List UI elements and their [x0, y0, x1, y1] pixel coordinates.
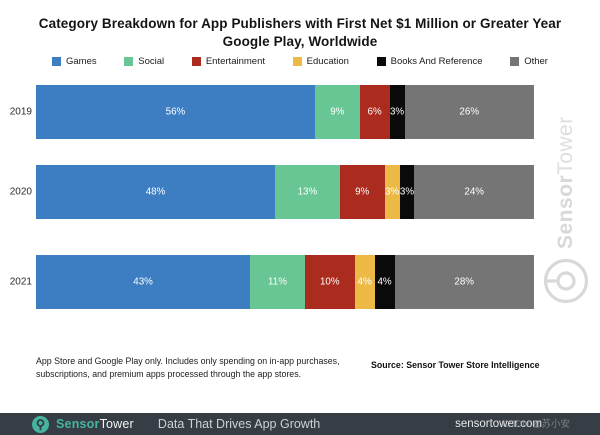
legend-swatch	[52, 57, 61, 66]
legend-swatch	[292, 57, 302, 66]
segment-entertainment: 6%	[359, 85, 390, 139]
csdn-watermark: CSDN @苏小安	[502, 419, 570, 430]
segment-value-label: 28%	[454, 276, 475, 288]
stacked-bar: 56% 9% 6% 3% 26%	[36, 85, 534, 139]
legend-swatch	[510, 57, 520, 66]
chart-title: Category Breakdown for App Publishers wi…	[0, 15, 600, 50]
segment-games: 48%	[36, 165, 276, 219]
segment-books-and-reference: 3%	[399, 165, 415, 219]
segment-value-label: 56%	[165, 106, 186, 118]
segment-value-label: 4%	[377, 276, 392, 288]
segment-value-label: 3%	[389, 106, 405, 118]
legend-label: Entertainment	[205, 56, 265, 67]
segment-entertainment: 10%	[304, 255, 355, 309]
footer-brand: SensorTower	[56, 417, 134, 431]
segment-value-label: 10%	[319, 276, 340, 288]
bar-row-2019: 2019 56% 9% 6% 3% 26%	[0, 85, 600, 139]
chart-title-line2: Google Play, Worldwide	[222, 33, 378, 49]
segment-value-label: 24%	[464, 186, 485, 198]
stacked-bar: 43% 11% 10% 4% 4% 28%	[36, 255, 534, 309]
segment-value-label: 48%	[145, 186, 166, 198]
category-label: 2020	[9, 186, 32, 198]
legend-label: Other	[524, 56, 548, 67]
legend-swatch	[124, 57, 134, 66]
footnote-text: App Store and Google Play only. Includes…	[36, 356, 340, 380]
segment-value-label: 11%	[268, 276, 287, 288]
legend-item-education: Education	[292, 56, 349, 67]
legend-swatch	[376, 57, 386, 66]
chart-legend: Games Social Entertainment Education Books A…	[52, 56, 548, 67]
segment-games: 43%	[36, 255, 251, 309]
legend-item-games: Games	[52, 56, 97, 67]
segment-other: 28%	[394, 255, 534, 309]
legend-label: Books And Reference	[390, 56, 483, 67]
bar-row-2021: 2021 43% 11% 10% 4% 4% 28%	[0, 255, 600, 309]
segment-entertainment: 9%	[339, 165, 385, 219]
legend-label: Education	[306, 56, 349, 67]
segment-other: 24%	[414, 165, 534, 219]
segment-social: 9%	[314, 85, 360, 139]
legend-label: Social	[138, 56, 165, 67]
segment-social: 11%	[250, 255, 305, 309]
segment-value-label: 9%	[355, 186, 370, 198]
source-text: Source: Sensor Tower Store Intelligence	[371, 360, 540, 370]
footer-brand-tower: Tower	[99, 417, 134, 431]
sensortower-logo-icon	[32, 415, 49, 433]
segment-value-label: 3%	[399, 186, 415, 198]
segment-value-label: 13%	[297, 186, 318, 198]
footer-bar: SensorTower Data That Drives App Growth …	[0, 413, 600, 435]
segment-books-and-reference: 3%	[389, 85, 405, 139]
segment-value-label: 26%	[459, 106, 480, 118]
legend-swatch	[191, 57, 201, 66]
legend-item-other: Other	[510, 56, 548, 67]
category-label: 2021	[9, 276, 32, 288]
segment-books-and-reference: 4%	[374, 255, 395, 309]
segment-value-label: 9%	[330, 106, 345, 118]
segment-education: 3%	[384, 165, 400, 219]
segment-value-label: 3%	[384, 186, 400, 198]
segment-other: 26%	[404, 85, 534, 139]
bar-row-2020: 2020 48% 13% 9% 3% 3% 24%	[0, 165, 600, 219]
footer-tagline: Data That Drives App Growth	[157, 417, 321, 431]
legend-item-entertainment: Entertainment	[191, 56, 265, 67]
segment-games: 56%	[36, 85, 315, 139]
chart-title-line1: Category Breakdown for App Publishers wi…	[38, 16, 562, 31]
footer-website: sensortower.com	[455, 418, 542, 430]
legend-item-books-and-reference: Books And Reference	[376, 56, 483, 67]
segment-value-label: 43%	[133, 276, 153, 288]
legend-item-social: Social	[124, 56, 164, 67]
segment-value-label: 6%	[367, 106, 382, 118]
footer-brand-sensor: Sensor	[56, 417, 100, 431]
segment-value-label: 4%	[357, 276, 372, 288]
stacked-bar-chart: 2019 56% 9% 6% 3% 26% 2020 48% 13% 9% 3% 3% 24% 2021 4…	[0, 85, 600, 309]
segment-social: 13%	[275, 165, 340, 219]
legend-label: Games	[66, 56, 97, 67]
stacked-bar: 48% 13% 9% 3% 3% 24%	[36, 165, 534, 219]
category-label: 2019	[9, 106, 32, 118]
segment-education: 4%	[354, 255, 375, 309]
